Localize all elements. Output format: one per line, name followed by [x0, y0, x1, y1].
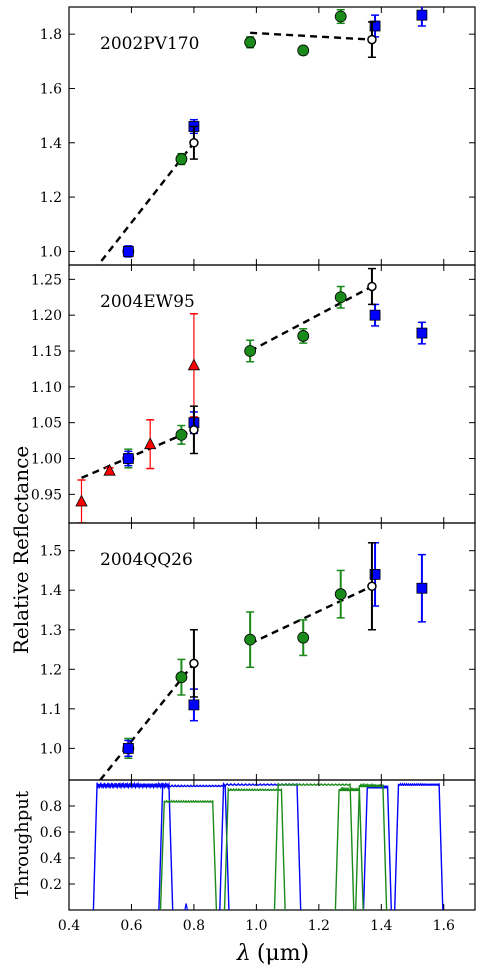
- x-axis-label-unit: (μm): [257, 941, 309, 966]
- red-triangle-point: [103, 463, 116, 476]
- red-triangle-point: [144, 437, 157, 450]
- blue-square-point: [416, 9, 428, 21]
- y-tick-label: 1.6: [40, 81, 62, 97]
- y-tick-label: 1.3: [40, 623, 62, 639]
- open-circle-point: [189, 138, 199, 148]
- x-tick-label: 1.2: [308, 918, 330, 934]
- x-axis-label: λ (μm): [236, 941, 309, 966]
- green-filter-curve: [273, 782, 355, 910]
- open-circle-point: [367, 581, 377, 592]
- y-tick-label: 0.95: [31, 487, 62, 503]
- y-tick-label: 1.15: [31, 344, 62, 360]
- green-filter-curve: [355, 782, 388, 910]
- green-circle-point: [334, 10, 347, 23]
- green-circle-point: [175, 428, 188, 441]
- red-triangle-point: [75, 494, 88, 507]
- green-circle-point: [334, 291, 347, 304]
- y-tick-label: 0.6: [40, 825, 62, 841]
- fit-line: [81, 428, 195, 479]
- open-circle-point: [367, 281, 377, 292]
- panel-4: 0.2 0.4 0.6 0.8 0.4 0.6 0.8 1.0 1.2 1.4 1.6 Through…: [12, 779, 476, 934]
- blue-square-point: [369, 309, 381, 321]
- green-circle-point: [244, 633, 257, 646]
- blue-filter-curve: [92, 781, 174, 910]
- blue-square-point: [122, 453, 134, 464]
- green-circle-point: [297, 44, 310, 57]
- y-tick-label: 1.5: [40, 544, 62, 560]
- y-tick-label: 1.25: [31, 272, 62, 288]
- x-tick-label: 1.0: [245, 918, 267, 934]
- panel-frame: [68, 779, 476, 911]
- blue-square-point: [416, 582, 428, 594]
- panels: 1.01.21.41.61.8 2002PV1700.951.001.051.10…: [12, 6, 476, 934]
- green-filter-curve: [334, 786, 364, 910]
- fit-line: [249, 285, 373, 353]
- y-tick-label: 0.8: [40, 799, 62, 815]
- blue-square-point: [416, 327, 428, 339]
- plot-area: [75, 267, 428, 523]
- y-tick-label: 1.2: [40, 662, 62, 678]
- green-circle-point: [175, 153, 188, 165]
- green-circle-point: [244, 345, 257, 357]
- open-circle-point: [189, 425, 199, 435]
- x-axis-label-symbol: λ: [236, 941, 251, 966]
- panel-3: 1.0 1.1 1.2 1.3 1.4 1.5 2004QQ26: [40, 522, 476, 781]
- fit-line: [96, 142, 195, 265]
- x-tick-label: 0.6: [120, 918, 142, 934]
- blue-square-point: [188, 699, 200, 711]
- blue-square-point: [369, 569, 381, 580]
- y-tick-label: 1.20: [31, 308, 62, 324]
- y-tick-label: 1.4: [40, 583, 62, 599]
- plot-area: [92, 781, 444, 910]
- panel-title: 2004EW95: [100, 292, 195, 312]
- blue-filter-curve: [394, 782, 444, 910]
- plot-area: [96, 7, 428, 265]
- blue-square-point: [369, 20, 381, 32]
- y-tick-label: 1.2: [40, 190, 62, 206]
- green-circle-point: [297, 330, 310, 342]
- green-filter-curve: [159, 799, 218, 910]
- red-triangle-point: [187, 358, 201, 371]
- green-filter-curve: [223, 786, 286, 910]
- green-circle-point: [297, 631, 310, 644]
- y-tick-label: 1.4: [40, 136, 62, 152]
- y-tick-label: 1.0: [40, 244, 62, 260]
- panel-1: 1.0 1.2 1.4 1.6 1.8 2002PV170: [40, 6, 476, 266]
- fit-line: [99, 662, 195, 780]
- blue-filter-curve: [362, 783, 392, 910]
- green-circle-point: [175, 671, 188, 684]
- x-tick-label: 1.6: [433, 918, 455, 934]
- y-tick-label: 1.0: [40, 741, 62, 757]
- y-tick-label: 0.2: [40, 877, 62, 893]
- green-circle-point: [244, 36, 257, 49]
- y-tick-label: 0.4: [40, 851, 62, 867]
- y-tick-label: 1.00: [31, 452, 62, 468]
- panel-2: 0.95 1.00 1.05 1.10 1.15 1.20 1.25 2004EW95: [31, 264, 476, 524]
- y-tick-label: 1.10: [31, 380, 62, 396]
- panel-title: 2004QQ26: [100, 550, 193, 570]
- x-tick-label: 0.8: [183, 918, 205, 934]
- x-tick-label: 0.4: [58, 918, 80, 934]
- y-tick-label: 1.1: [40, 702, 62, 718]
- green-circle-point: [334, 588, 347, 601]
- blue-square-point: [122, 246, 134, 257]
- y-tick-label: 1.05: [31, 416, 62, 432]
- fit-line: [249, 585, 373, 645]
- y-axis-label: Relative Reflectance: [9, 446, 33, 654]
- open-circle-point: [367, 34, 377, 45]
- panel-title: 2002PV170: [100, 34, 199, 54]
- plot-area: [99, 542, 428, 780]
- x-tick-label: 1.4: [370, 918, 392, 934]
- y-tick-label: 1.8: [40, 27, 62, 43]
- blue-filter-curve: [219, 782, 302, 910]
- blue-filter-leak: [184, 903, 188, 910]
- throughput-axis-label: Throughput: [12, 790, 33, 899]
- open-circle-point: [189, 658, 199, 669]
- fit-line: [250, 31, 373, 41]
- blue-square-point: [122, 742, 134, 754]
